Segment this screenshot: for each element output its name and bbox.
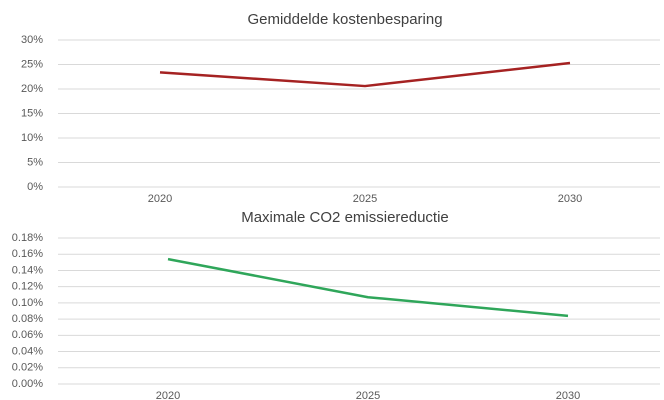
y-tick-label: 25% xyxy=(21,58,43,70)
y-tick-label: 0.10% xyxy=(12,297,43,309)
y-tick-label: 0.04% xyxy=(12,345,43,357)
data-line xyxy=(167,257,569,318)
y-tick-label: 5% xyxy=(27,156,43,168)
y-tick-label: 20% xyxy=(21,83,43,95)
x-tick-label: 2030 xyxy=(556,390,580,400)
x-tick-label: 2020 xyxy=(156,390,180,400)
data-line xyxy=(159,61,571,88)
y-tick-label: 0.12% xyxy=(12,281,43,293)
y-tick-label: 0.06% xyxy=(12,329,43,341)
y-tick-label: 0.02% xyxy=(12,362,43,374)
y-tick-label: 30% xyxy=(21,34,43,46)
y-tick-label: 0.14% xyxy=(12,264,43,276)
y-tick-label: 0.08% xyxy=(12,313,43,325)
y-tick-label: 0.16% xyxy=(12,248,43,260)
y-tick-label: 0% xyxy=(27,181,43,193)
y-tick-label: 10% xyxy=(21,132,43,144)
x-tick-label: 2025 xyxy=(353,193,377,205)
x-tick-label: 2025 xyxy=(356,390,380,400)
y-tick-label: 0.00% xyxy=(12,378,43,390)
x-tick-label: 2030 xyxy=(558,193,582,205)
y-tick-label: 0.18% xyxy=(12,232,43,244)
chart-title: Gemiddelde kostenbesparing xyxy=(247,11,442,28)
x-tick-label: 2020 xyxy=(148,193,172,205)
y-tick-label: 15% xyxy=(21,107,43,119)
chart-title: Maximale CO2 emissiereductie xyxy=(241,209,449,226)
